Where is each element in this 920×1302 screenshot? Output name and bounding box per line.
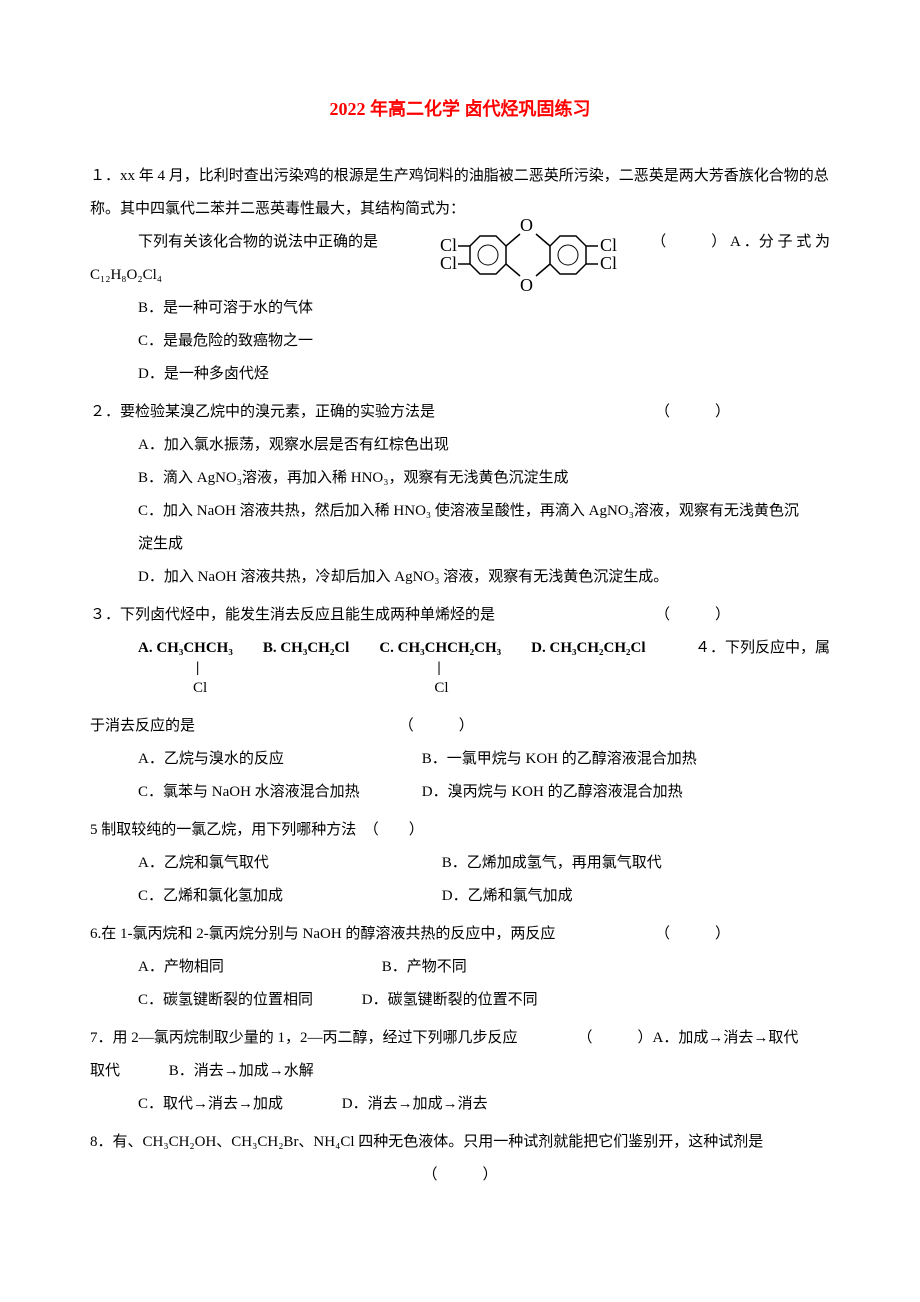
q3-optB: B. CH₃CH₂Cl xyxy=(263,632,350,665)
q4-optA: A．乙烷与溴水的反应 xyxy=(138,743,418,776)
q3-optA-branch: Cl xyxy=(138,680,207,696)
q3-paren: （ ） xyxy=(655,599,730,632)
q6-optB: B．产物不同 xyxy=(382,959,467,975)
cl-label: Cl xyxy=(600,253,617,273)
q3-optA: A. CH₃CHCH₃ | Cl xyxy=(138,632,233,706)
question-2: ２．要检验某溴乙烷中的溴元素，正确的实验方法是 （ ） A．加入氯水振荡，观察水… xyxy=(90,396,830,594)
q8-paren: （ ） xyxy=(90,1159,830,1192)
q5-optB: B．乙烯加成氢气，再用氯气取代 xyxy=(442,855,662,871)
q1-optA-label: A ．分 子 式 为 xyxy=(730,234,830,250)
q1-substem: 下列有关该化合物的说法中正确的是 xyxy=(138,226,378,259)
q7-optD: D．消去→加成→消去 xyxy=(342,1096,488,1112)
page-title: 2022 年高二化学 卤代烃巩固练习 xyxy=(90,90,830,130)
q2-optA: A．加入氯水振荡，观察水层是否有红棕色出现 xyxy=(90,429,830,462)
q8-stem: 8．有、CH₃CH₂OH、CH₃CH₂Br、NH₄Cl 四种无色液体。只用一种试… xyxy=(90,1126,830,1159)
q2-optC: C．加入 NaOH 溶液共热，然后加入稀 HNO₃ 使溶液呈酸性，再滴入 AgN… xyxy=(90,495,830,561)
q7-stem: 7．用 2—氯丙烷制取少量的 1，2—丙二醇，经过下列哪几步反应 xyxy=(90,1022,518,1055)
cl-label: Cl xyxy=(440,235,457,255)
question-4: 于消去反应的是 （ ） A．乙烷与溴水的反应 B．一氯甲烷与 KOH 的乙醇溶液… xyxy=(90,710,830,809)
q7-optC: C．取代→消去→加成 xyxy=(138,1088,338,1121)
q1-optD: D．是一种多卤代烃 xyxy=(90,358,830,391)
q5-optC: C．乙烯和氯化氢加成 xyxy=(138,880,438,913)
q3-stem: ３．下列卤代烃中，能发生消去反应且能生成两种单烯烃的是 xyxy=(90,599,495,632)
q4-stem-part2: 于消去反应的是 xyxy=(90,718,195,734)
q7-optA: A．加成→消去→取代 xyxy=(653,1022,799,1055)
cl-label: Cl xyxy=(600,235,617,255)
q3-optC: C. CH₃CHCH₂CH₃ | Cl xyxy=(379,632,501,706)
q1-paren: （ ） xyxy=(651,234,726,250)
q2-paren: （ ） xyxy=(655,396,730,429)
question-3: ３．下列卤代烃中，能发生消去反应且能生成两种单烯烃的是 （ ） A. CH₃CH… xyxy=(90,599,830,706)
question-6: 6.在 1-氯丙烷和 2-氯丙烷分别与 NaOH 的醇溶液共热的反应中，两反应 … xyxy=(90,918,830,1017)
q6-stem: 6.在 1-氯丙烷和 2-氯丙烷分别与 NaOH 的醇溶液共热的反应中，两反应 xyxy=(90,918,555,951)
q4-optD: D．溴丙烷与 KOH 的乙醇溶液混合加热 xyxy=(422,784,683,800)
q4-paren: （ ） xyxy=(399,718,474,734)
q6-optC: C．碳氢键断裂的位置相同 xyxy=(138,984,358,1017)
question-1: １．xx 年 4 月，比利时查出污染鸡的根源是生产鸡饲料的油脂被二恶英所污染，二… xyxy=(90,160,830,391)
q4-optB: B．一氯甲烷与 KOH 的乙醇溶液混合加热 xyxy=(422,751,697,767)
q7-paren: （ ） xyxy=(578,1022,653,1055)
q6-paren: （ ） xyxy=(655,918,730,951)
q5-stem: 5 制取较纯的一氯乙烷，用下列哪种方法 （ ） xyxy=(90,814,830,847)
q6-optA: A．产物相同 xyxy=(138,951,378,984)
q2-optD: D．加入 NaOH 溶液共热，冷却后加入 AgNO₃ 溶液，观察有无浅黄色沉淀生… xyxy=(90,561,830,594)
dioxin-structure: Cl Cl O O Cl Cl xyxy=(420,206,640,306)
q7-optB: B．消去→加成→水解 xyxy=(169,1063,314,1079)
q2-stem: ２．要检验某溴乙烷中的溴元素，正确的实验方法是 xyxy=(90,396,435,429)
question-8: 8．有、CH₃CH₂OH、CH₃CH₂Br、NH₄Cl 四种无色液体。只用一种试… xyxy=(90,1126,830,1192)
q3-optC-branch: Cl xyxy=(379,680,448,696)
q5-optD: D．乙烯和氯气加成 xyxy=(442,888,573,904)
o-label: O xyxy=(520,215,533,235)
question-7: 7．用 2—氯丙烷制取少量的 1，2—丙二醇，经过下列哪几步反应 （ ） A．加… xyxy=(90,1022,830,1121)
cl-label: Cl xyxy=(440,253,457,273)
q7-optA-cont: 取代 xyxy=(90,1063,165,1079)
q1-optC: C．是最危险的致癌物之一 xyxy=(90,325,830,358)
q4-optC: C．氯苯与 NaOH 水溶液混合加热 xyxy=(138,776,418,809)
q5-optA: A．乙烷和氯气取代 xyxy=(138,847,438,880)
q2-optB: B．滴入 AgNO₃溶液，再加入稀 HNO₃，观察有无浅黄色沉淀生成 xyxy=(90,462,830,495)
o-label: O xyxy=(520,275,533,295)
q4-stem-part1: ４．下列反应中，属 xyxy=(695,632,830,665)
q3-optD: D. CH₃CH₂CH₂Cl xyxy=(531,632,645,665)
q6-optD: D．碳氢键断裂的位置不同 xyxy=(362,992,538,1008)
question-5: 5 制取较纯的一氯乙烷，用下列哪种方法 （ ） A．乙烷和氯气取代 B．乙烯加成… xyxy=(90,814,830,913)
